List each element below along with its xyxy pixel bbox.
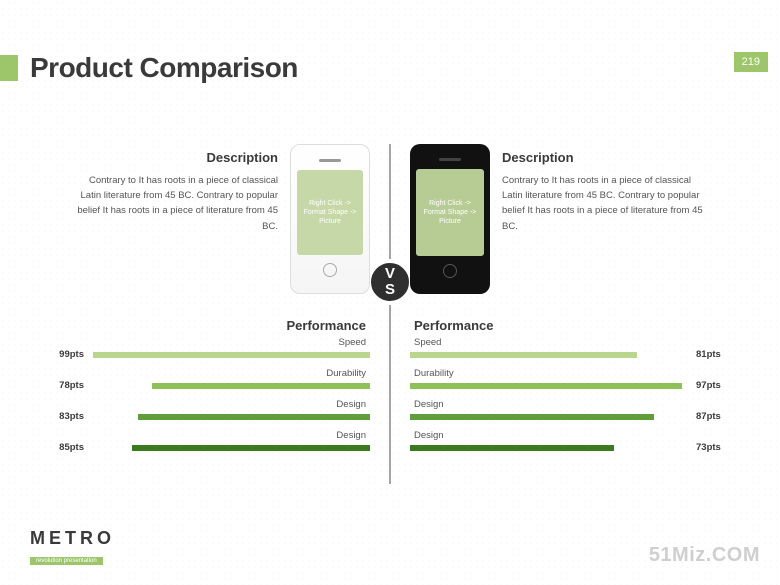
metric-label: Design [410, 399, 770, 410]
metric-label: Speed [10, 337, 370, 348]
phone-home-icon [323, 263, 337, 277]
page-title: Product Comparison [30, 52, 298, 84]
product-left: Description Contrary to It has roots in … [10, 144, 370, 461]
right-phone-screen: Right Click -> Format Shape -> Picture [416, 169, 484, 256]
logo-text: METRO [30, 528, 115, 549]
metric-bar-row: 78pts [10, 380, 370, 391]
metric-bar-fill [93, 352, 370, 358]
metric-bar-track [410, 445, 690, 451]
metric-row: Durability78pts [10, 368, 370, 391]
metric-points: 78pts [44, 380, 84, 391]
metric-bar-row: 85pts [10, 442, 370, 453]
metric-points: 83pts [44, 411, 84, 422]
metric-points: 85pts [44, 442, 84, 453]
metric-label: Design [10, 430, 370, 441]
metric-bar-track [410, 414, 690, 420]
metric-points: 73pts [696, 442, 736, 453]
metric-row: Design85pts [10, 430, 370, 453]
metric-bar-row: 97pts [410, 380, 770, 391]
metric-row: Speed81pts [410, 337, 770, 360]
metric-bar-row: 99pts [10, 349, 370, 360]
metric-points: 99pts [44, 349, 84, 360]
center-divider [390, 144, 391, 484]
metric-row: Durability97pts [410, 368, 770, 391]
left-desc-heading: Description [68, 150, 278, 165]
page-number-badge: 219 [734, 52, 768, 72]
logo-subtitle: revolution presentation [30, 557, 103, 565]
watermark: 51Miz.COM [649, 544, 760, 567]
metric-bar-fill [410, 383, 682, 389]
metric-bar-track [410, 352, 690, 358]
metric-bar-track [90, 445, 370, 451]
metric-label: Durability [10, 368, 370, 379]
phone-speaker-icon [439, 158, 461, 161]
comparison-area: V S Description Contrary to It has roots… [0, 144, 780, 484]
metric-bar-row: 83pts [10, 411, 370, 422]
metric-row: Design83pts [10, 399, 370, 422]
left-desc-text: Description Contrary to It has roots in … [68, 144, 278, 234]
metric-points: 97pts [696, 380, 736, 391]
metric-row: Design87pts [410, 399, 770, 422]
vs-badge: V S [367, 259, 413, 305]
left-metrics: Speed99ptsDurability78ptsDesign83ptsDesi… [10, 337, 370, 453]
right-metrics: Speed81ptsDurability97ptsDesign87ptsDesi… [410, 337, 770, 453]
vs-top: V [385, 266, 395, 283]
right-phone-icon: Right Click -> Format Shape -> Picture [410, 144, 490, 294]
header: Product Comparison [0, 0, 780, 84]
metric-bar-row: 87pts [410, 411, 770, 422]
metric-label: Durability [410, 368, 770, 379]
metric-row: Design73pts [410, 430, 770, 453]
metric-bar-fill [132, 445, 370, 451]
left-phone-screen: Right Click -> Format Shape -> Picture [297, 170, 363, 255]
metric-bar-row: 81pts [410, 349, 770, 360]
left-desc-row: Description Contrary to It has roots in … [10, 144, 370, 294]
left-perf-heading: Performance [10, 318, 370, 333]
footer-logo: METRO revolution presentation [30, 528, 115, 567]
vs-bottom: S [385, 282, 395, 299]
metric-bar-fill [152, 383, 370, 389]
left-desc-body: Contrary to It has roots in a piece of c… [68, 173, 278, 234]
metric-points: 81pts [696, 349, 736, 360]
product-right: Right Click -> Format Shape -> Picture D… [410, 144, 770, 461]
metric-bar-fill [410, 445, 614, 451]
right-desc-body: Contrary to It has roots in a piece of c… [502, 173, 712, 234]
phone-speaker-icon [319, 159, 341, 162]
right-desc-heading: Description [502, 150, 712, 165]
metric-bar-track [90, 414, 370, 420]
metric-bar-track [90, 352, 370, 358]
metric-bar-row: 73pts [410, 442, 770, 453]
left-phone-icon: Right Click -> Format Shape -> Picture [290, 144, 370, 294]
metric-label: Design [10, 399, 370, 410]
metric-label: Speed [410, 337, 770, 348]
metric-bar-fill [410, 352, 637, 358]
metric-points: 87pts [696, 411, 736, 422]
metric-bar-fill [410, 414, 654, 420]
metric-bar-track [90, 383, 370, 389]
metric-row: Speed99pts [10, 337, 370, 360]
phone-home-icon [443, 264, 457, 278]
right-desc-text: Description Contrary to It has roots in … [502, 144, 712, 234]
right-perf-heading: Performance [410, 318, 770, 333]
metric-label: Design [410, 430, 770, 441]
right-desc-row: Right Click -> Format Shape -> Picture D… [410, 144, 770, 294]
metric-bar-fill [138, 414, 370, 420]
metric-bar-track [410, 383, 690, 389]
title-accent-bar [0, 55, 18, 81]
